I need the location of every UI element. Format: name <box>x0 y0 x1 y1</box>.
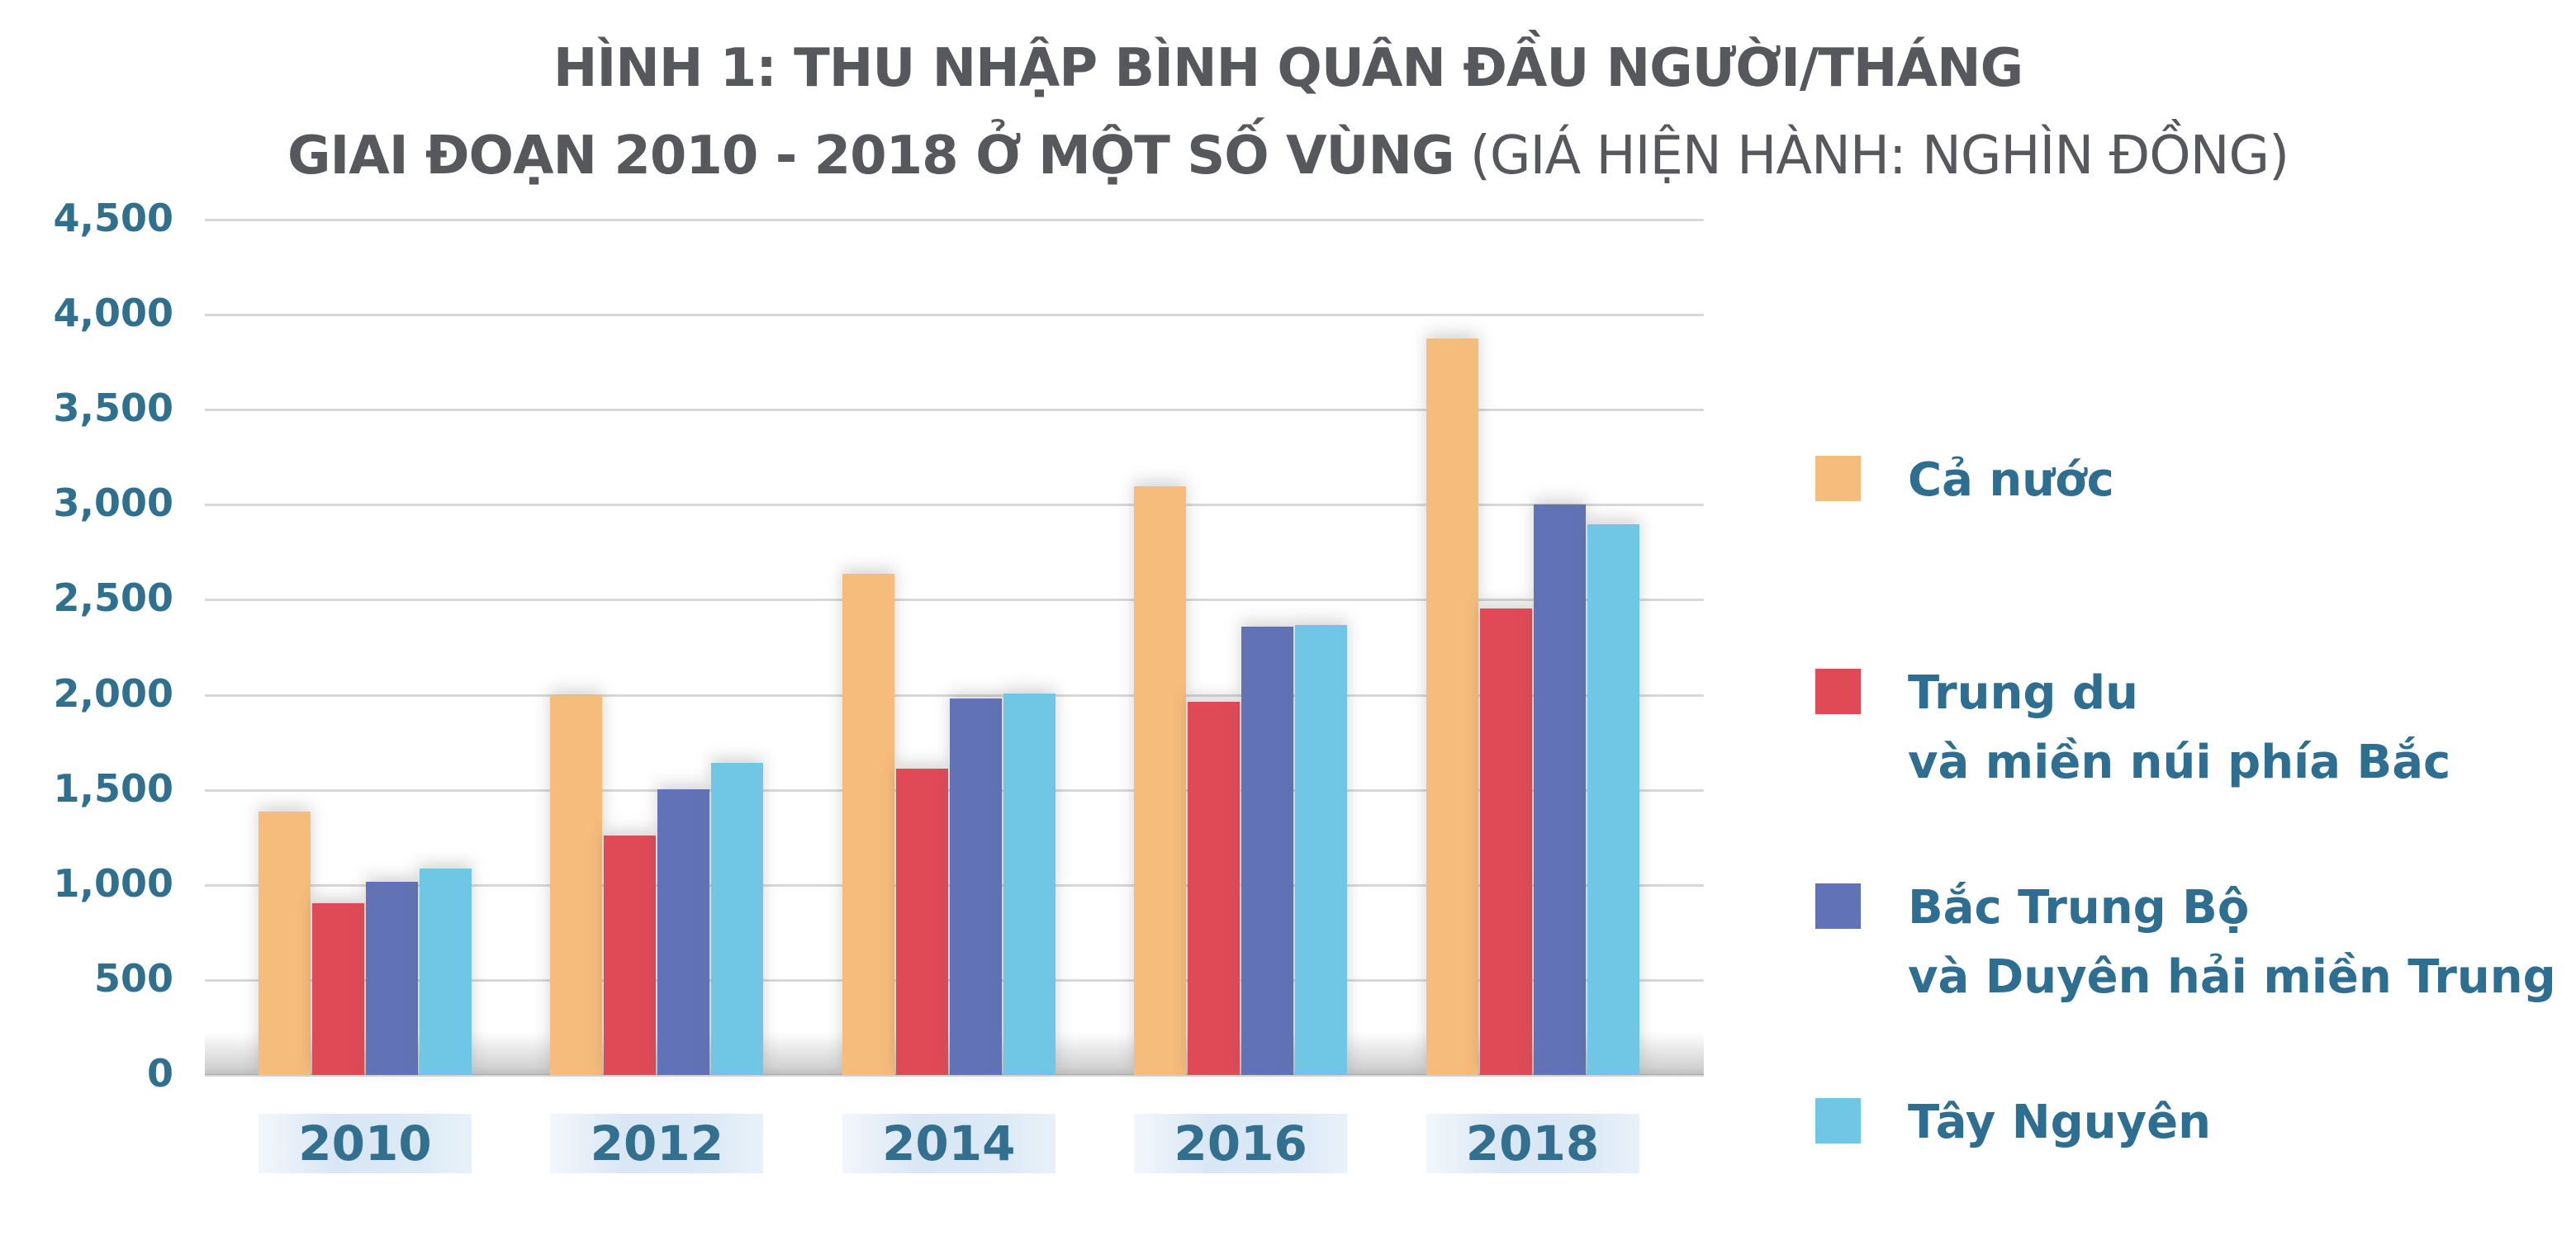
chart-title-line2: GIAI ĐOẠN 2010 - 2018 Ở MỘT SỐ VÙNG (GIÁ… <box>0 112 2576 200</box>
bar-2014-3 <box>949 698 1002 1075</box>
legend-label-1: Cả nước <box>1908 446 2114 515</box>
y-axis-tick-label: 500 <box>93 955 173 1001</box>
legend-label-line: Bắc Trung Bộ <box>1908 881 2250 935</box>
x-axis-label-2010: 2010 <box>259 1114 472 1173</box>
legend-label-line: Cả nước <box>1908 453 2114 507</box>
x-axis-label-2018: 2018 <box>1426 1114 1639 1173</box>
legend-label-line: Tây Nguyên <box>1908 1096 2211 1149</box>
bar-2012-1 <box>550 694 603 1075</box>
gridline-3000 <box>205 504 1704 507</box>
legend-swatch-1 <box>1815 456 1861 501</box>
y-axis-tick-label: 1,000 <box>53 860 173 906</box>
legend-swatch-2 <box>1815 669 1861 714</box>
legend-item-3: Bắc Trung Bộ và Duyên hải miền Trung <box>1815 874 2556 1012</box>
y-axis-tick-label: 4,000 <box>53 291 173 336</box>
y-axis-tick-label: 0 <box>146 1051 173 1096</box>
gridline-2500 <box>205 599 1704 602</box>
x-axis-label-2014: 2014 <box>842 1114 1056 1173</box>
legend-item-4: Tây Nguyên <box>1815 1088 2211 1158</box>
bar-2012-2 <box>604 836 657 1075</box>
legend-swatch-4 <box>1815 1098 1861 1143</box>
bar-2018-2 <box>1479 608 1532 1075</box>
y-axis-tick-label: 4,500 <box>53 196 173 240</box>
bar-2014-2 <box>895 768 948 1075</box>
chart-title-line1: HÌNH 1: THU NHẬP BÌNH QUÂN ĐẦU NGƯỜI/THÁ… <box>553 38 2023 99</box>
gridline-3500 <box>205 409 1704 412</box>
x-axis-label-2012: 2012 <box>550 1114 764 1173</box>
bar-2018-4 <box>1587 524 1639 1075</box>
legend-item-1: Cả nước <box>1815 446 2114 515</box>
chart-title: HÌNH 1: THU NHẬP BÌNH QUÂN ĐẦU NGƯỜI/THÁ… <box>0 25 2576 200</box>
chart-title-line2-main: GIAI ĐOẠN 2010 - 2018 Ở MỘT SỐ VÙNG <box>287 125 1455 187</box>
bar-2010-3 <box>366 881 418 1075</box>
bar-2018-3 <box>1533 504 1586 1075</box>
y-axis-tick-label: 3,500 <box>53 386 173 431</box>
y-axis-tick-label: 2,000 <box>53 670 173 716</box>
legend-label-2: Trung du và miền núi phía Bắc <box>1908 659 2450 798</box>
bar-2016-2 <box>1188 702 1241 1075</box>
legend-label-line: và Duyên hải miền Trung <box>1908 950 2556 1004</box>
bar-2010-4 <box>420 868 472 1075</box>
x-axis-label-2016: 2016 <box>1134 1114 1348 1173</box>
legend-label-line: Trung du <box>1908 666 2138 720</box>
legend-label-3: Bắc Trung Bộ và Duyên hải miền Trung <box>1908 874 2556 1012</box>
y-axis-tick-label: 3,000 <box>53 481 173 526</box>
chart-title-line2-unit: (GIÁ HIỆN HÀNH: NGHÌN ĐỒNG) <box>1454 125 2289 187</box>
bar-2016-1 <box>1134 485 1187 1075</box>
gridline-0 <box>205 1074 1704 1077</box>
bar-2010-2 <box>312 902 364 1075</box>
gridline-4500 <box>205 219 1704 221</box>
gridline-2000 <box>205 694 1704 697</box>
legend-label-4: Tây Nguyên <box>1908 1088 2211 1158</box>
legend-item-2: Trung du và miền núi phía Bắc <box>1815 659 2450 798</box>
bar-2014-1 <box>842 573 894 1075</box>
legend-swatch-3 <box>1815 883 1861 929</box>
bar-2012-4 <box>711 762 764 1075</box>
y-axis-tick-label: 2,500 <box>53 575 173 621</box>
legend-label-line: và miền núi phía Bắc <box>1908 736 2451 789</box>
gridline-4000 <box>205 314 1704 317</box>
bar-2016-3 <box>1241 627 1294 1075</box>
y-axis-tick-label: 1,500 <box>53 765 173 811</box>
bar-2018-1 <box>1426 338 1478 1075</box>
bar-2016-4 <box>1295 625 1348 1075</box>
bar-2010-1 <box>259 811 311 1075</box>
bar-2012-3 <box>657 788 710 1075</box>
bar-2014-4 <box>1003 693 1056 1075</box>
